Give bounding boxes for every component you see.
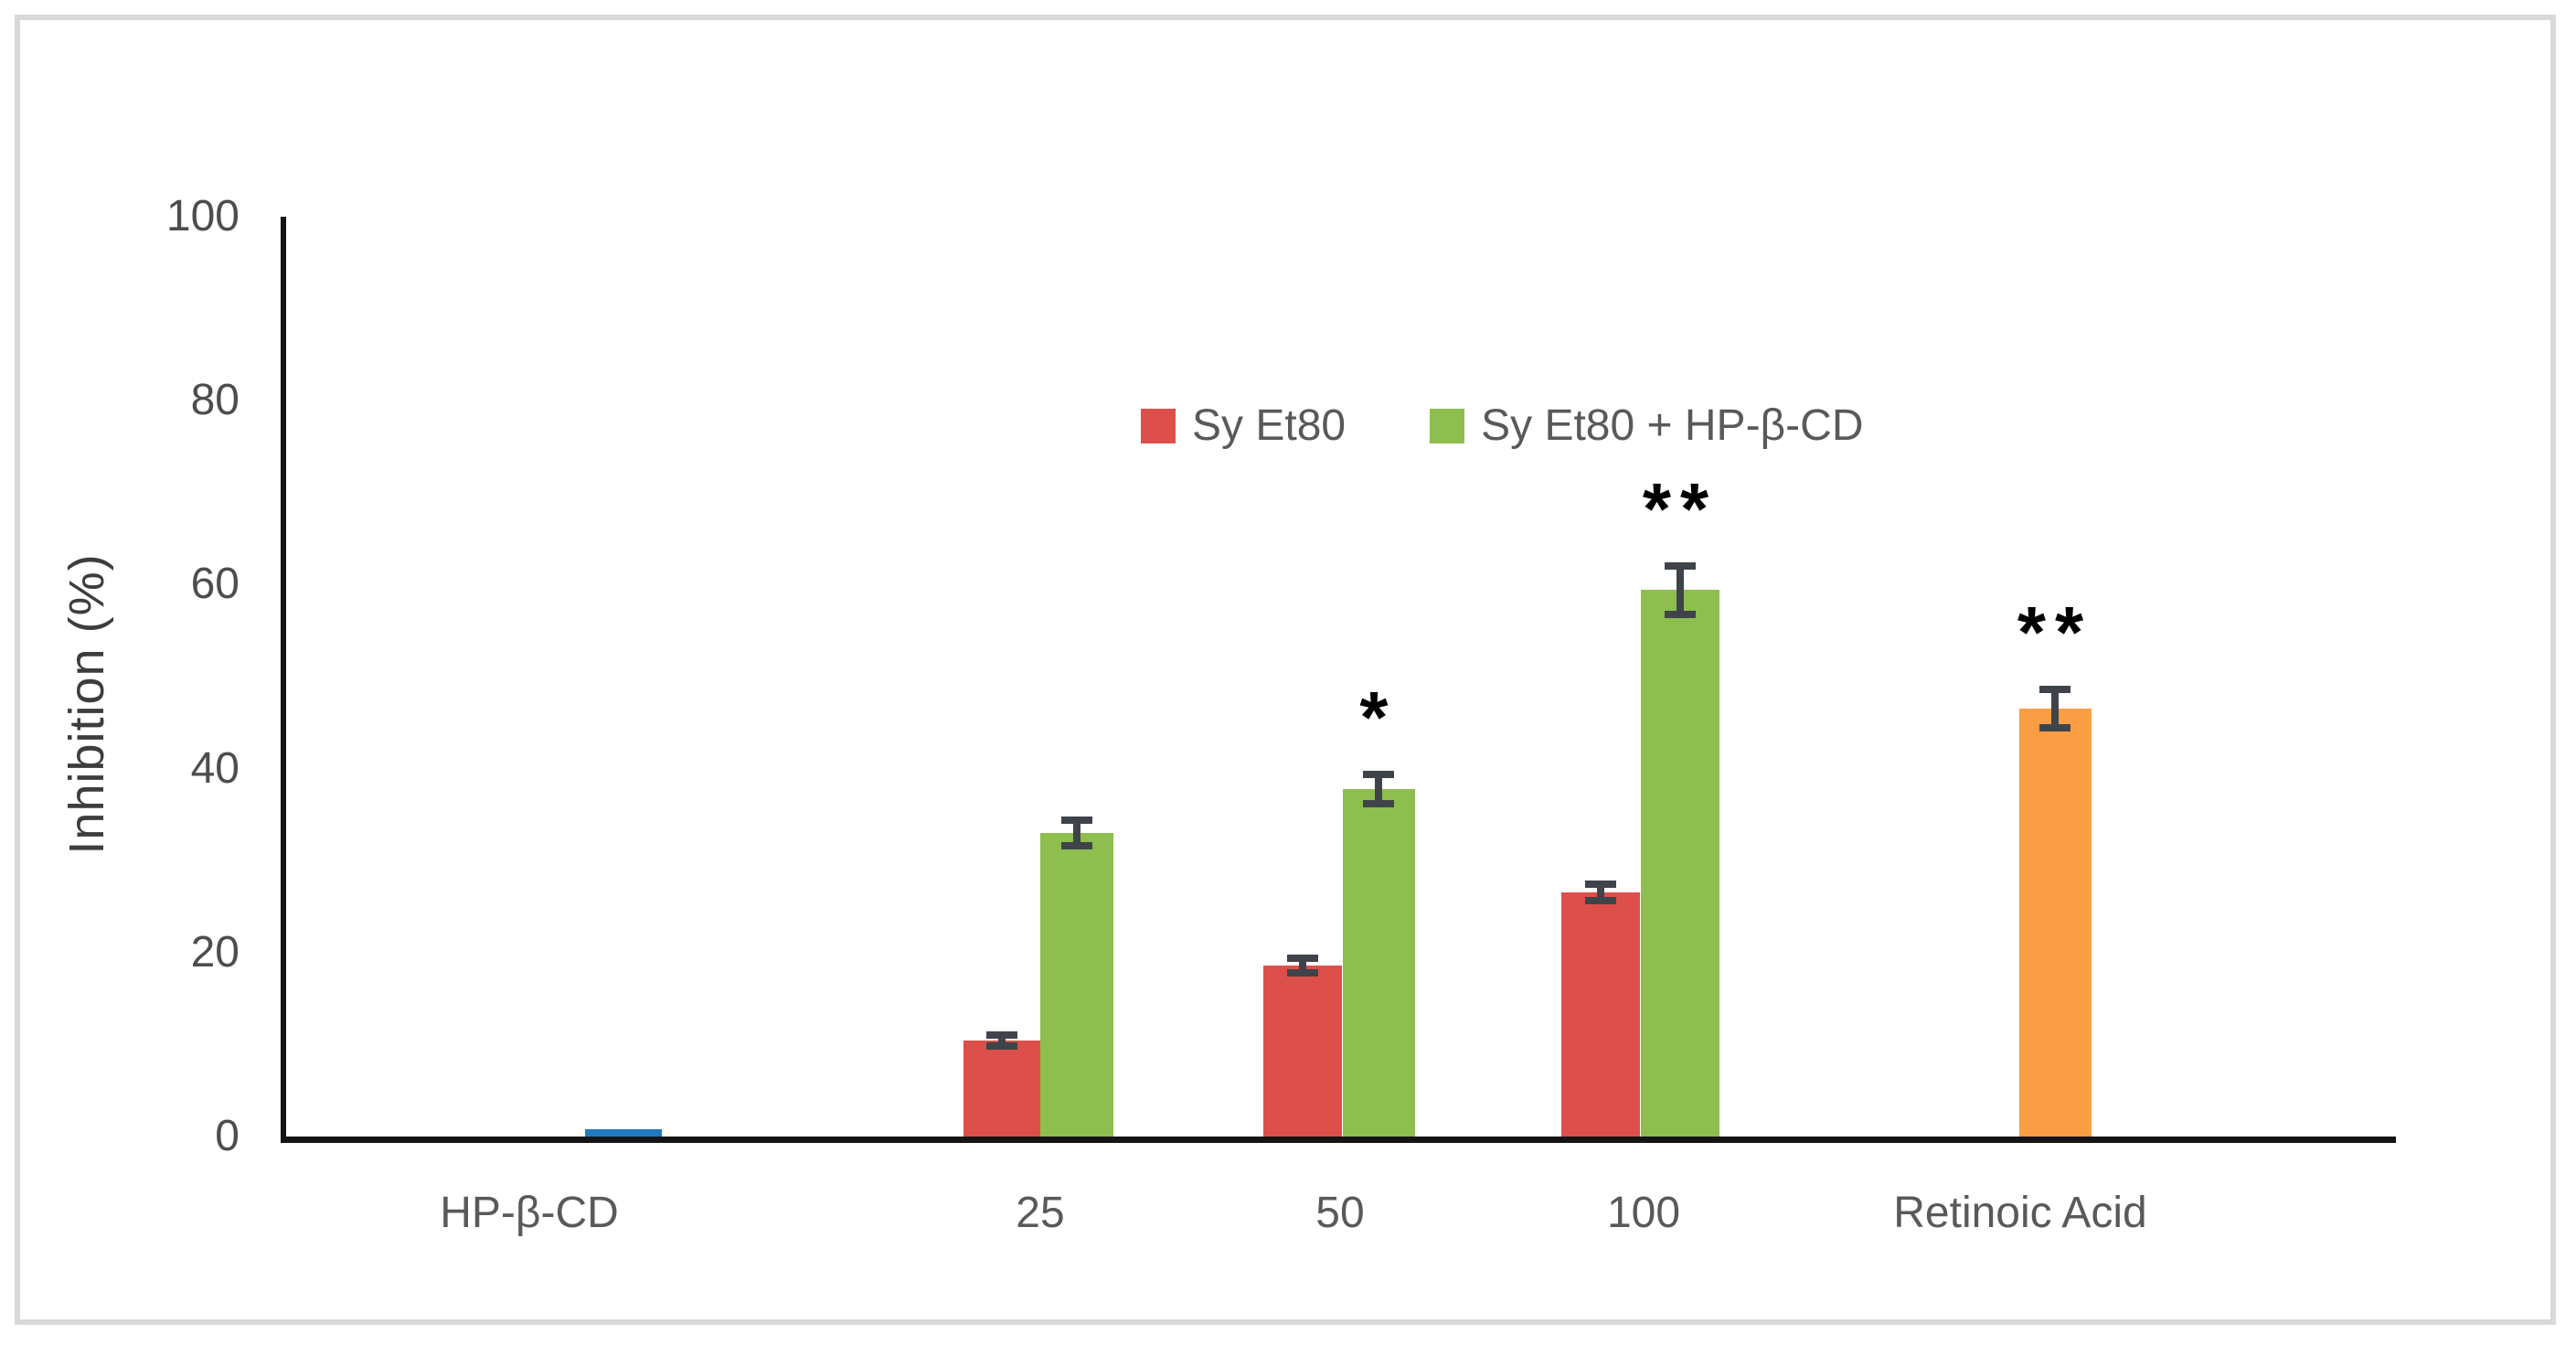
error-bar-stem (1375, 770, 1382, 807)
legend: Sy Et80 Sy Et80 + HP-β-CD (1141, 400, 1863, 451)
bar-sy-et80-hp-cd-25 (1040, 833, 1113, 1137)
error-bar (1287, 954, 1318, 977)
legend-label: Sy Et80 (1192, 401, 1347, 450)
legend-entry: Sy Et80 + HP-β-CD (1430, 400, 1863, 451)
error-bar (1363, 770, 1394, 807)
y-tick-label-100: 100 (165, 192, 240, 240)
error-bar (986, 1031, 1017, 1051)
legend-entry: Sy Et80 (1141, 400, 1346, 451)
error-bar-cap-bottom (1585, 897, 1616, 905)
legend-swatch-icon (1141, 408, 1176, 443)
x-category-label-hp-cd: HP-β-CD (440, 1189, 619, 1237)
error-bar-stem (1597, 881, 1604, 905)
y-tick-label-80: 80 (190, 376, 240, 425)
error-bar-stem (1073, 816, 1080, 850)
x-category-label-50: 50 (1315, 1189, 1365, 1237)
bar-sy-et80-100 (1561, 892, 1640, 1137)
error-bar-cap-bottom (2039, 724, 2070, 732)
y-axis-line (281, 217, 286, 1143)
error-bar-cap-bottom (1287, 968, 1318, 977)
significance-annotation: ** (2017, 592, 2093, 674)
error-bar-stem (1677, 562, 1684, 618)
legend-label: Sy Et80 + HP-β-CD (1481, 401, 1864, 450)
significance-annotation: * (1359, 676, 1398, 758)
bar-retinoic-acid-retinoic-acid (2018, 709, 2092, 1137)
bar-hp-cd-hp-cd (585, 1128, 662, 1137)
x-axis-line (281, 1137, 2396, 1143)
error-bar-cap-bottom (1061, 842, 1092, 850)
y-tick-label-40: 40 (190, 743, 240, 793)
x-category-label-100: 100 (1606, 1189, 1681, 1237)
error-bar (2039, 686, 2070, 732)
legend-swatch-icon (1430, 408, 1465, 443)
bar-sy-et80-50 (1263, 965, 1342, 1137)
bar-sy-et80-25 (963, 1041, 1040, 1137)
y-tick-label-0: 0 (215, 1112, 240, 1160)
error-bar (1665, 562, 1696, 618)
error-bar (1061, 816, 1092, 850)
error-bar-cap-bottom (986, 1042, 1017, 1051)
bar-sy-et80-hp-cd-50 (1342, 788, 1415, 1137)
x-category-label-retinoic-acid: Retinoic Acid (1893, 1189, 2147, 1237)
y-tick-label-60: 60 (190, 560, 240, 609)
bar-sy-et80-hp-cd-100 (1641, 590, 1719, 1137)
significance-annotation: ** (1642, 468, 1719, 550)
error-bar-cap-bottom (1363, 799, 1394, 807)
error-bar (1585, 881, 1616, 905)
error-bar-stem (1299, 954, 1306, 977)
error-bar-cap-bottom (1665, 610, 1696, 618)
error-bar-stem (2051, 686, 2059, 732)
y-tick-label-20: 20 (190, 927, 240, 977)
error-bar-stem (998, 1031, 1006, 1051)
x-category-label-25: 25 (1016, 1189, 1065, 1237)
